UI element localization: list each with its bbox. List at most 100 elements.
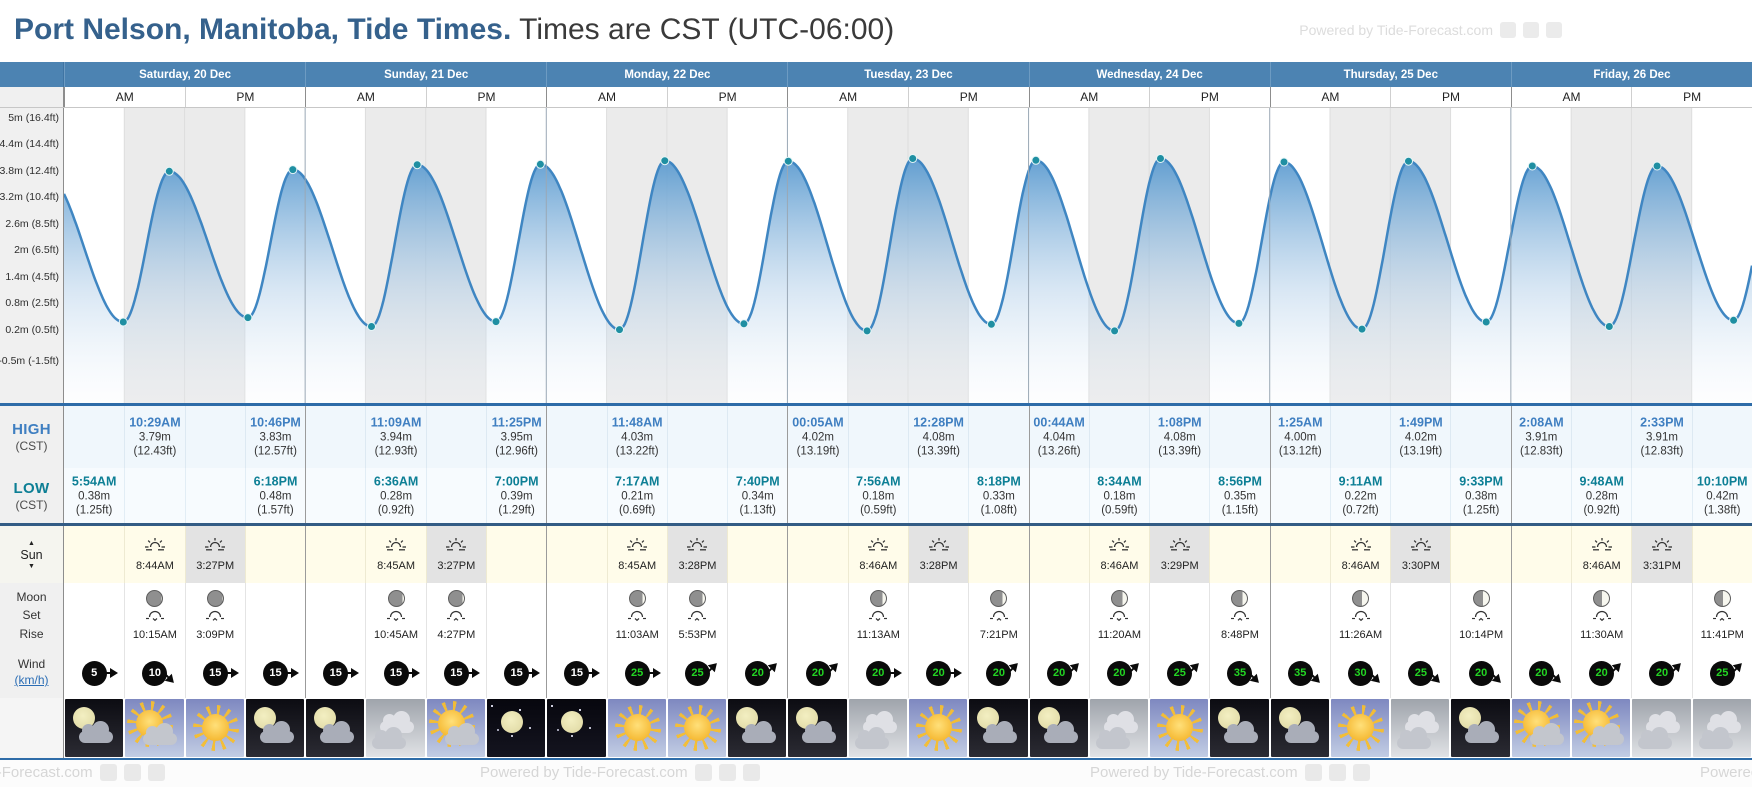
low-tide-dot xyxy=(491,317,501,327)
cloud-icon xyxy=(1284,721,1319,743)
quarter-cell: 20 xyxy=(1028,648,1089,698)
quarter-cell: 1:25AM 4.00m (13.12ft) xyxy=(1269,406,1330,468)
low-tide-time: 5:54AM xyxy=(71,473,117,488)
wind-speed-icon: 35 xyxy=(1287,660,1324,687)
quarter-cell: 8:48PM xyxy=(1209,583,1270,648)
moonrise-icon xyxy=(446,609,466,627)
social-icon[interactable] xyxy=(1523,22,1539,38)
quarter-cell: 12:28PM 4.08m (13.39ft) xyxy=(907,406,969,468)
wind-speed-icon: 15 xyxy=(262,660,299,686)
quarter-cell: 11:30AM xyxy=(1571,583,1632,648)
wind-speed-icon: 20 xyxy=(1046,659,1083,686)
kmh-link[interactable]: (km/h) xyxy=(14,673,49,687)
low-tide-dot xyxy=(1110,326,1120,336)
moon-phase-icon xyxy=(688,590,706,607)
y-axis-label: 2m (6.5ft) xyxy=(14,244,59,257)
moon-icon xyxy=(796,707,819,729)
quarter-cell xyxy=(787,468,848,523)
quarter-cell xyxy=(244,583,306,648)
moonset-time: 11:03AM xyxy=(615,629,659,641)
low-tide-dot xyxy=(1234,318,1244,328)
low-tide-height-m: 0.35m xyxy=(1224,490,1256,503)
moon-phase-icon xyxy=(1472,590,1490,607)
wind-direction-arrow-icon xyxy=(885,668,902,678)
quarter-cell: 35 xyxy=(1269,648,1330,698)
moon-icon xyxy=(500,711,523,733)
sunrise-icon xyxy=(1350,537,1372,557)
weather-cell xyxy=(727,698,788,760)
low-tide-dot xyxy=(1357,324,1367,334)
quarter-cell xyxy=(1329,406,1391,468)
quarter-cell: 10:14PM xyxy=(1450,583,1511,648)
moon-phase-icon xyxy=(628,590,646,607)
quarter-cell: 25 xyxy=(606,648,667,698)
sun-row: ▲ Sun ▼ 8:44AM 3:27PM 8:45AM 3:27PM 8:45AM 3:28P… xyxy=(0,526,1752,583)
quarter-cell xyxy=(968,406,1029,468)
ampm-header-row: AM PM AM PM AM PM AM PM AM PM AM PM AM PM xyxy=(0,87,1752,108)
wind-direction-arrow-icon xyxy=(159,668,178,687)
high-tide-height-m: 4.02m xyxy=(1404,431,1437,444)
quarter-cell: 8:45AM xyxy=(606,526,667,583)
moonset-group: 10:15AM xyxy=(133,590,177,641)
day-header-row: Saturday, 20 Dec Sunday, 21 Dec Monday, 22… xyxy=(0,62,1752,87)
quarter-cell: 25 xyxy=(1691,648,1752,698)
low-tide-time: 8:56PM xyxy=(1218,473,1262,488)
wind-speed-icon: 5 xyxy=(81,660,118,686)
wind-speed-icon: 30 xyxy=(1348,660,1384,687)
cloud-icon xyxy=(444,723,479,745)
powered-by-top-text: Powered by Tide-Forecast.com xyxy=(1299,22,1493,38)
wind-direction-arrow-icon xyxy=(403,668,420,678)
quarter-cell: 20 xyxy=(968,648,1029,698)
low-tide-entry: 9:11AM 0.22m (0.72ft) xyxy=(1339,474,1383,517)
social-icon[interactable] xyxy=(1500,22,1516,38)
moon-phase-icon xyxy=(1231,590,1249,607)
sunset-time: 3:27PM xyxy=(437,560,476,572)
page-title-timezone: Times are CST (UTC-06:00) xyxy=(511,13,895,46)
moonrise-icon xyxy=(1230,609,1250,627)
wind-unit-link: (km/h) xyxy=(15,673,49,689)
sunrise-group: 8:46AM xyxy=(1100,537,1138,572)
low-tide-dot xyxy=(1604,322,1614,331)
sunrise-group: 8:46AM xyxy=(1342,537,1380,572)
quarter-cell xyxy=(546,406,607,468)
quarter-cell: 20 xyxy=(847,648,908,698)
quarter-cell: 1:08PM 4.08m (13.39ft) xyxy=(1149,406,1210,468)
low-tide-height-m: 0.28m xyxy=(380,490,413,503)
moonset-group: 10:45AM xyxy=(374,590,418,641)
high-tide-dot xyxy=(908,154,918,163)
quarter-cell: 3:09PM xyxy=(184,583,245,648)
low-tide-dot xyxy=(1481,317,1491,327)
quarter-cell: 15 xyxy=(244,648,306,698)
high-tide-dot xyxy=(412,160,422,170)
weather-cell xyxy=(1631,698,1692,760)
moon-icon xyxy=(1459,707,1482,729)
low-tide-dot xyxy=(986,319,996,329)
quarter-cell xyxy=(727,406,788,468)
quarter-cell xyxy=(666,406,728,468)
weather-tile-overcast xyxy=(1692,699,1751,757)
quarter-cell: 35 xyxy=(1209,648,1270,698)
weather-tile-nightcloud xyxy=(245,699,305,757)
quarter-cell: 3:27PM xyxy=(425,526,486,583)
quarter-cell: 8:46AM xyxy=(847,526,908,583)
quarter-cell: 25 xyxy=(1390,648,1451,698)
low-tide-height-m: 0.39m xyxy=(500,490,533,503)
weather-cell xyxy=(546,698,607,760)
weather-cell xyxy=(1088,698,1150,760)
weather-cell xyxy=(64,698,125,760)
wind-speed-icon: 15 xyxy=(323,660,360,686)
quarter-cell xyxy=(1450,526,1511,583)
low-tide-height-ft: (1.38ft) xyxy=(1704,504,1741,517)
weather-cell xyxy=(1028,698,1089,760)
moonrise-icon xyxy=(989,609,1009,627)
quarter-cell: 30 xyxy=(1329,648,1391,698)
high-tide-dot xyxy=(535,159,545,169)
cloud-icon xyxy=(143,723,178,745)
quarter-cell: 7:00PM 0.39m (1.29ft) xyxy=(485,468,547,523)
low-tide-entry: 10:10PM 0.42m (1.38ft) xyxy=(1697,474,1748,517)
high-tide-time: 1:08PM xyxy=(1157,415,1202,430)
quarter-cell xyxy=(425,468,486,523)
watermark-icon xyxy=(147,764,165,781)
social-icon[interactable] xyxy=(1546,22,1562,38)
low-tide-height-ft: (0.69ft) xyxy=(618,504,656,517)
